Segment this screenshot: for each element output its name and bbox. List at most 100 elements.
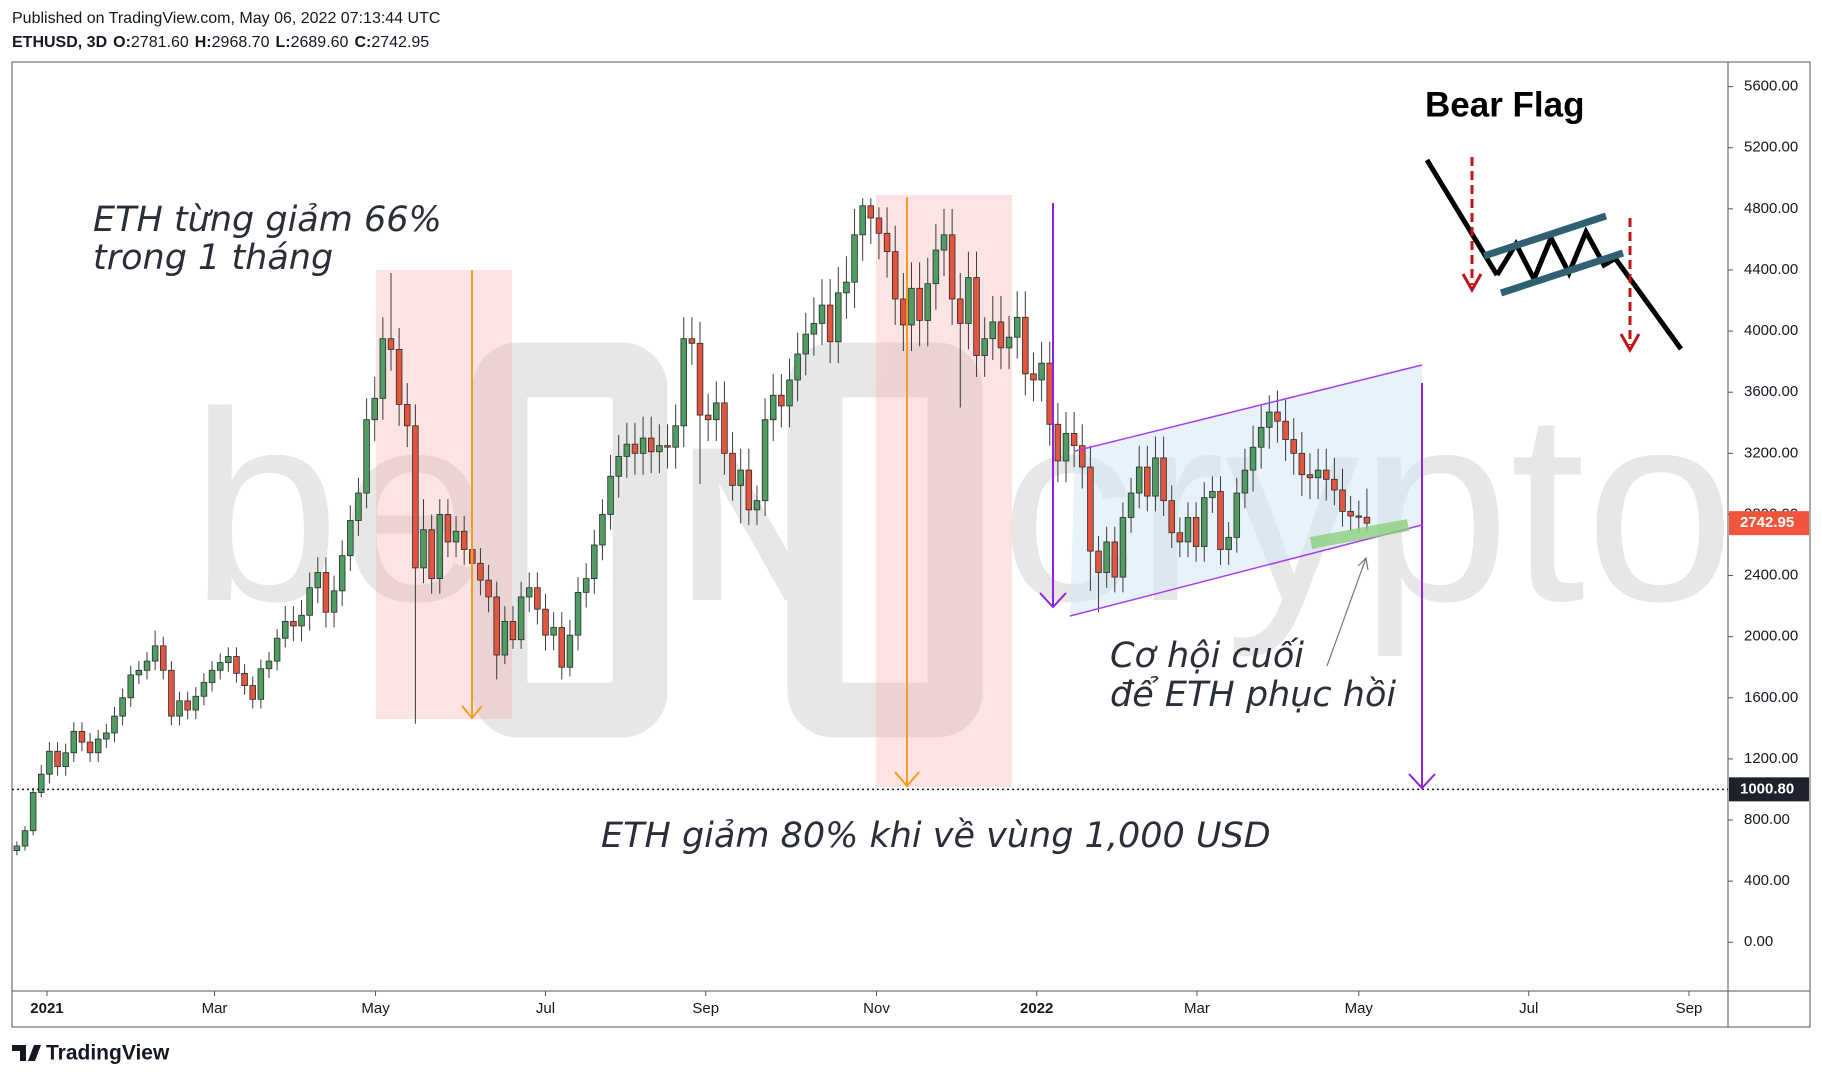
- candle-body: [290, 620, 297, 627]
- candle-body: [477, 562, 484, 581]
- candle-body: [737, 469, 744, 486]
- candle-body: [883, 232, 891, 253]
- candle-body: [485, 579, 492, 598]
- candle-body: [534, 587, 541, 610]
- candle-body: [1030, 373, 1037, 381]
- channel-line: [1074, 364, 1423, 452]
- candle-body: [143, 660, 151, 671]
- candle-body: [1274, 411, 1281, 422]
- flag-channel: [1482, 212, 1608, 260]
- logo-icon: [12, 1045, 41, 1061]
- candle-body: [420, 529, 427, 569]
- candle-body: [233, 656, 240, 674]
- candle-body: [404, 404, 411, 427]
- candle-body: [379, 338, 387, 399]
- price-tag-label: 2742.95: [1740, 514, 1794, 531]
- y-tick-label: 400.00: [1744, 872, 1790, 889]
- candle-body: [794, 353, 801, 381]
- candle-body: [647, 437, 655, 453]
- candle-body: [916, 287, 923, 321]
- candle-body: [1005, 336, 1013, 349]
- x-tick-label: Jul: [1519, 1000, 1538, 1017]
- candle-body: [282, 620, 289, 639]
- candle-body: [1176, 532, 1184, 543]
- candle-body: [1103, 541, 1110, 573]
- candle-body: [1152, 457, 1159, 497]
- candle-body: [1306, 474, 1314, 479]
- candle-body: [948, 234, 956, 300]
- candle-body: [46, 750, 53, 775]
- candle-body: [1079, 445, 1086, 468]
- candle-body: [1241, 469, 1249, 494]
- y-tick-label: 1600.00: [1744, 689, 1798, 706]
- drawings: [461, 157, 1684, 790]
- candle-body: [444, 514, 452, 543]
- annotation: Cơ hội cuối: [1110, 636, 1304, 676]
- candle-body: [1331, 478, 1338, 491]
- candle-body: [696, 342, 704, 416]
- candle-body: [525, 587, 533, 598]
- quote: ETHUSD, 3D O:2781.60 H:2968.70 L:2689.60 C:2…: [12, 34, 429, 51]
- candle-body: [1022, 316, 1029, 375]
- candle-body: [550, 627, 557, 636]
- y-tick-label: 4400.00: [1744, 261, 1798, 278]
- candle-body: [623, 443, 631, 457]
- candle-body: [501, 620, 509, 656]
- candle-body: [957, 298, 964, 324]
- candle-body: [973, 277, 980, 356]
- candle-body: [924, 283, 931, 321]
- candle-body: [891, 251, 899, 300]
- candle-body: [168, 669, 175, 717]
- published: Published on TradingView.com, May 06, 20…: [12, 10, 440, 27]
- candle-body: [1046, 362, 1053, 425]
- candle-body: [981, 338, 988, 356]
- candle-body: [1298, 452, 1306, 476]
- candle-body: [680, 338, 688, 427]
- candle-body: [566, 634, 574, 668]
- x-tick-label: Mar: [1184, 1000, 1210, 1017]
- flag-line: [1612, 256, 1684, 351]
- arrow-head: [461, 705, 483, 720]
- candle-body: [574, 591, 582, 636]
- candle-body: [94, 738, 102, 754]
- y-tick-label: 3200.00: [1744, 444, 1798, 461]
- candle-body: [265, 660, 273, 670]
- candle-body: [761, 419, 769, 502]
- y-tick-label: 2400.00: [1744, 567, 1798, 584]
- candle-body: [1209, 491, 1216, 499]
- symbol: ETHUSD, 3D: [12, 34, 107, 51]
- candle-body: [1070, 433, 1078, 447]
- x-tick-label: 2022: [1020, 1000, 1053, 1017]
- annotation: ETH giảm 80% khi về vùng 1,000 USD: [601, 816, 1271, 856]
- candle-body: [721, 402, 728, 454]
- arrow-head: [1039, 592, 1067, 609]
- x-tick-label: Sep: [1676, 1000, 1703, 1017]
- x-tick-label: Mar: [202, 1000, 228, 1017]
- candle-body: [1355, 515, 1363, 518]
- watermark-bracket: [787, 342, 983, 738]
- candle-body: [249, 685, 256, 700]
- candle-body: [615, 455, 622, 477]
- candle-body: [176, 700, 183, 717]
- candle-body: [86, 741, 94, 754]
- candle-body: [1054, 423, 1062, 462]
- candle-body: [1192, 517, 1200, 547]
- candle-body: [225, 656, 232, 664]
- candle-body: [672, 425, 679, 448]
- candle-body: [38, 773, 45, 793]
- candle-body: [745, 469, 753, 511]
- candle-body: [241, 672, 248, 686]
- y-tick-label: 4000.00: [1744, 322, 1798, 339]
- candle-body: [192, 695, 200, 711]
- candle-body: [151, 645, 159, 662]
- candle-body: [607, 475, 614, 515]
- candle-body: [330, 590, 338, 613]
- candle-body: [216, 662, 224, 671]
- quote-value: 2781.60: [131, 34, 189, 51]
- candle-body: [62, 752, 69, 767]
- candle-body: [387, 338, 395, 350]
- candle-body: [13, 845, 21, 851]
- candle-body: [1127, 492, 1135, 518]
- candle-body: [826, 304, 834, 343]
- candle-body: [843, 281, 850, 294]
